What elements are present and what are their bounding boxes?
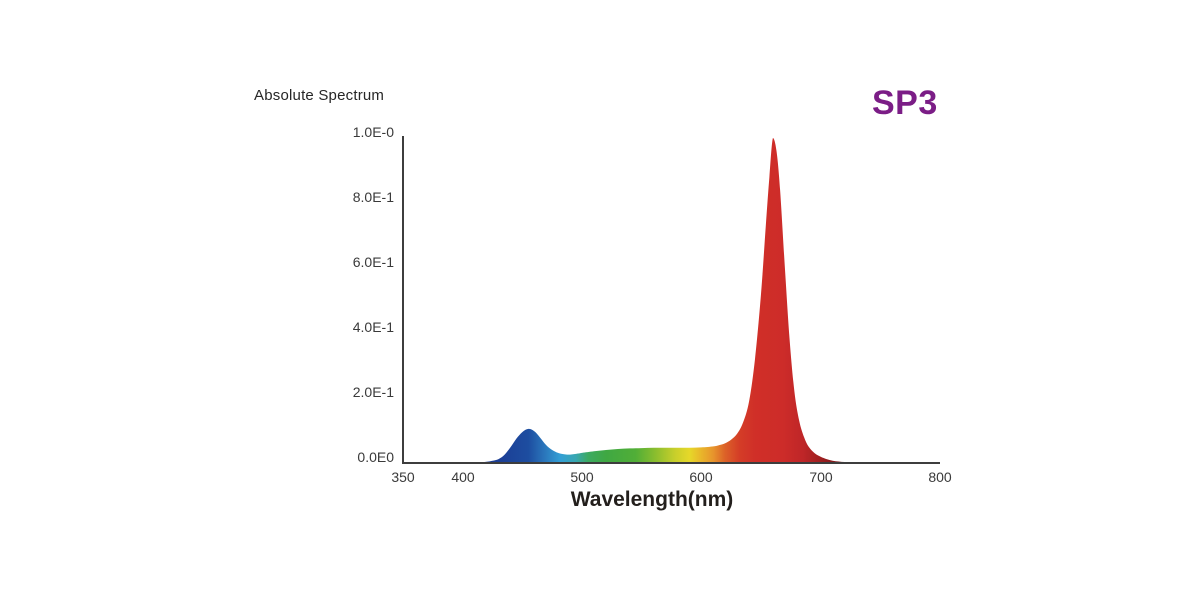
x-tick-label: 400 <box>451 469 475 485</box>
y-tick-label: 0.0E0 <box>357 449 394 465</box>
y-tick-label: 6.0E-1 <box>352 254 394 270</box>
y-tick-label: 8.0E-1 <box>352 189 394 205</box>
y-tick-label: 2.0E-1 <box>352 384 394 400</box>
x-tick-label: 800 <box>928 469 952 485</box>
x-tick-label: 500 <box>570 469 594 485</box>
axis-lines <box>402 136 940 464</box>
chart-title: Absolute Spectrum <box>254 87 385 104</box>
y-tick-label: 4.0E-1 <box>352 319 394 335</box>
x-tick-label: 600 <box>689 469 713 485</box>
x-axis-title: Wavelength(nm) <box>570 488 734 511</box>
x-tick-label: 700 <box>809 469 833 485</box>
y-tick-label: 1.0E-0 <box>352 124 394 140</box>
model-label: SP3 <box>872 84 938 122</box>
spectrum-area <box>403 138 940 463</box>
x-tick-label: 350 <box>391 469 415 485</box>
